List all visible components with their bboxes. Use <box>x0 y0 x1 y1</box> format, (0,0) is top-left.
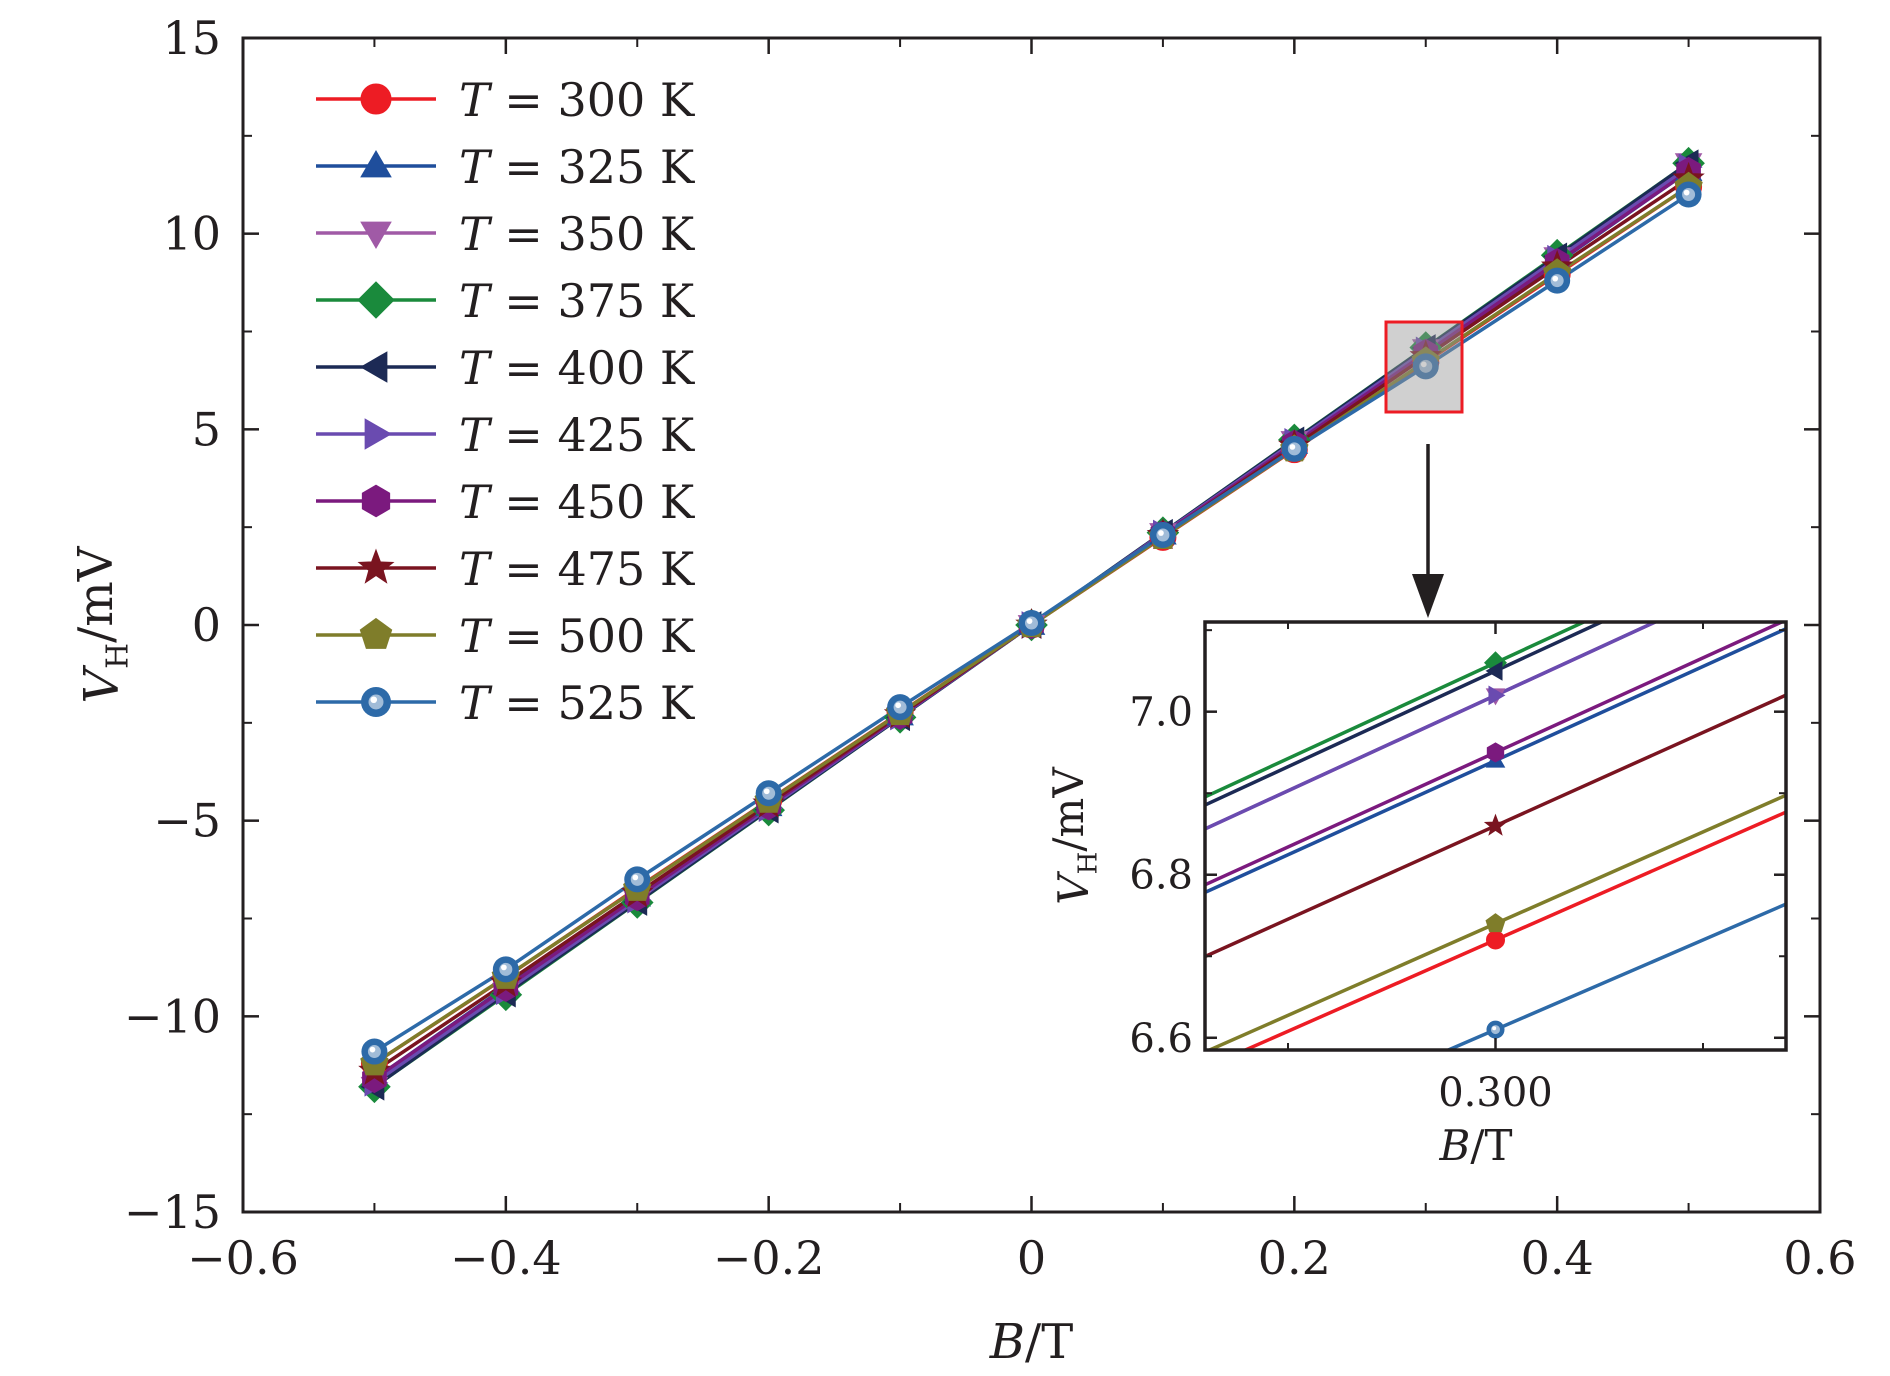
inset-x-tick-label: 0.300 <box>1438 1070 1553 1116</box>
inset-background <box>1205 622 1786 1050</box>
data-point-t-525-k <box>361 1038 388 1065</box>
y-tick-label: 5 <box>192 402 221 456</box>
inset-y-tick-label: 7.0 <box>1129 690 1193 736</box>
legend-marker <box>359 351 388 383</box>
main-plot: −0.6 −0.4 −0.2 0 0.2 0.4 0.6 −15 −10 −5 0 5 10 15 B/T V… <box>68 11 1856 1370</box>
legend-marker <box>361 484 391 518</box>
y-tick-label: 15 <box>162 11 221 65</box>
data-point-t-525-k <box>1018 610 1045 637</box>
legend-item-t-450-k: T = 450 K <box>316 475 696 529</box>
x-tick-label: −0.2 <box>713 1231 825 1285</box>
legend-item-t-350-k: T = 350 K <box>316 207 696 261</box>
x-axis-label: B/T <box>989 1314 1073 1370</box>
legend-marker <box>357 548 395 584</box>
legend-item-t-475-k: T = 475 K <box>316 542 696 596</box>
legend-marker <box>360 149 392 178</box>
data-point-t-525-k <box>1281 435 1308 462</box>
legend-label: T = 350 K <box>459 207 696 261</box>
legend-item-t-400-k: T = 400 K <box>316 341 696 395</box>
inset-x-axis-label: B/T <box>1438 1121 1512 1170</box>
legend-label: T = 400 K <box>459 341 696 395</box>
x-tick-label: −0.6 <box>187 1231 299 1285</box>
inset-point-t-300-k <box>1486 930 1505 950</box>
data-point-t-525-k <box>492 956 519 983</box>
legend-label: T = 425 K <box>459 408 696 462</box>
legend: T = 300 K T = 325 K T = 350 K T = 375 K T = … <box>316 73 696 730</box>
inset-series <box>1205 622 1786 1050</box>
zoom-highlight-box <box>1384 320 1464 414</box>
inset-point-t-475-k <box>1483 813 1508 836</box>
y-tick-label: 10 <box>162 207 221 261</box>
inset-plot: 6.6 6.8 7.0 0.300 B/T VH/mV <box>1044 620 1788 1170</box>
legend-item-t-300-k: T = 300 K <box>316 73 696 127</box>
y-tick-label: −5 <box>153 794 221 848</box>
legend-label: T = 500 K <box>459 609 696 663</box>
legend-label: T = 450 K <box>459 475 696 529</box>
inset-point-t-450-k <box>1486 742 1505 763</box>
inset-y-tick-label: 6.8 <box>1129 853 1193 899</box>
legend-item-t-375-k: T = 375 K <box>316 274 696 328</box>
legend-marker <box>360 83 392 115</box>
inset-point-t-425-k <box>1488 685 1506 706</box>
x-tick-label: 0.4 <box>1521 1231 1594 1285</box>
legend-label: T = 525 K <box>459 676 696 730</box>
legend-label: T = 325 K <box>459 140 696 194</box>
legend-item-t-425-k: T = 425 K <box>316 408 696 462</box>
legend-marker <box>357 281 395 319</box>
data-point-t-525-k <box>887 694 914 721</box>
legend-label: T = 300 K <box>459 73 696 127</box>
inset-y-axis-label: VH/mV <box>1044 767 1103 905</box>
x-tick-label: 0.2 <box>1258 1231 1331 1285</box>
zoom-region-box <box>1384 320 1464 618</box>
legend-item-t-500-k: T = 500 K <box>316 609 696 663</box>
legend-item-t-325-k: T = 325 K <box>316 140 696 194</box>
inset-point-t-500-k <box>1485 913 1506 933</box>
data-point-t-525-k <box>1675 181 1702 208</box>
x-tick-label: 0 <box>1017 1231 1046 1285</box>
legend-marker <box>360 221 392 249</box>
legend-marker <box>364 418 392 450</box>
inset-point-t-400-k <box>1485 661 1503 681</box>
y-tick-label: 0 <box>192 598 221 652</box>
y-tick-label: −15 <box>124 1185 221 1239</box>
inset-y-tick-label: 6.6 <box>1129 1016 1193 1062</box>
y-tick-label: −10 <box>124 989 221 1043</box>
data-point-t-525-k <box>1544 267 1571 294</box>
legend-marker <box>359 617 393 649</box>
x-tick-label: −0.4 <box>450 1231 562 1285</box>
legend-label: T = 475 K <box>459 542 696 596</box>
legend-label: T = 375 K <box>459 274 696 328</box>
x-tick-label: 0.6 <box>1783 1231 1856 1285</box>
data-point-t-525-k <box>755 780 782 807</box>
data-point-t-525-k <box>1149 521 1176 548</box>
y-axis-label: VH/mV <box>68 545 135 703</box>
legend-marker <box>361 687 391 717</box>
data-point-t-525-k <box>624 866 651 893</box>
data-point-t-525-k <box>1412 353 1439 380</box>
legend-item-t-525-k: T = 525 K <box>316 676 696 730</box>
zoom-arrow-head <box>1412 574 1444 618</box>
inset-point-t-525-k <box>1486 1020 1505 1039</box>
